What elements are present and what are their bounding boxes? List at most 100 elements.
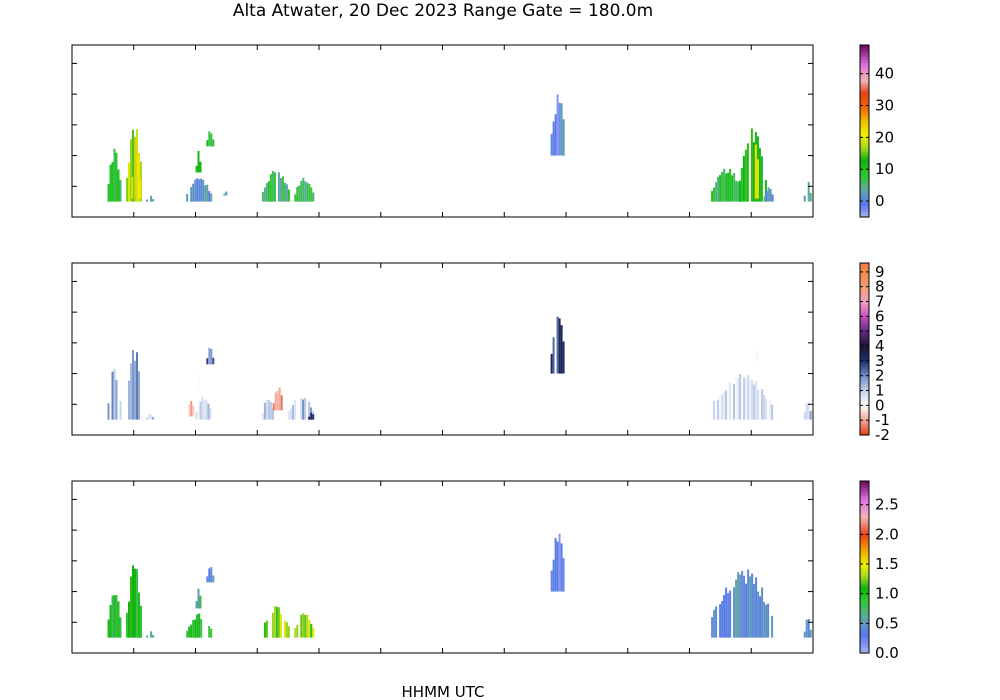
echo-column bbox=[206, 358, 209, 365]
echo-column bbox=[805, 619, 808, 638]
echo-column bbox=[727, 384, 730, 420]
colorbar-segment bbox=[860, 76, 869, 80]
echo-column bbox=[195, 601, 198, 609]
echo-column bbox=[807, 619, 810, 638]
echo-column bbox=[729, 169, 732, 202]
echo-column bbox=[312, 192, 315, 202]
echo-column bbox=[204, 185, 207, 202]
echo-column bbox=[550, 353, 553, 374]
colorbar: 0 10 20 30 40 bbox=[859, 44, 894, 218]
echo-column bbox=[208, 626, 211, 638]
echo-column bbox=[285, 622, 288, 638]
colorbar-segment bbox=[860, 142, 869, 146]
plot-area bbox=[72, 45, 813, 217]
echo-column bbox=[721, 394, 724, 420]
echo-column bbox=[760, 156, 763, 202]
echo-column bbox=[261, 192, 264, 202]
colorbar-segment bbox=[860, 113, 869, 118]
echo-column bbox=[200, 178, 203, 202]
echo-column bbox=[210, 567, 213, 583]
colorbar-segment bbox=[860, 165, 869, 169]
echo-column bbox=[737, 181, 740, 202]
echo-column bbox=[738, 180, 741, 202]
echo-column bbox=[261, 413, 264, 420]
echo-column bbox=[550, 570, 553, 592]
colorbar-segment bbox=[860, 202, 869, 207]
echo-column bbox=[134, 136, 136, 202]
colorbar-segment bbox=[860, 199, 869, 204]
panel-3: 0.0 0.5 1.0 1.5 2.0 2.5 bbox=[71, 480, 899, 662]
colorbar-segment bbox=[860, 503, 869, 508]
echo-column bbox=[767, 187, 770, 202]
echo-column bbox=[113, 148, 116, 202]
colorbar-segment bbox=[860, 291, 869, 296]
echo-column bbox=[717, 176, 720, 202]
colorbar-segment bbox=[860, 501, 869, 505]
echo-column bbox=[130, 139, 132, 202]
echo-column bbox=[113, 369, 116, 420]
echo-column bbox=[304, 615, 307, 638]
echo-column bbox=[729, 383, 732, 420]
echo-column bbox=[312, 627, 315, 638]
colorbar-tick-label: 6 bbox=[875, 307, 885, 325]
colorbar-segment bbox=[860, 214, 869, 218]
colorbar-tick-label: 0 bbox=[875, 192, 885, 210]
colorbar-segment bbox=[860, 194, 869, 198]
echo-column bbox=[769, 400, 772, 420]
echo-column bbox=[735, 376, 738, 420]
echo-column bbox=[754, 144, 757, 199]
colorbar-segment bbox=[860, 420, 869, 425]
colorbar-segment bbox=[860, 139, 869, 144]
echo-column bbox=[723, 168, 726, 202]
colorbar-segment bbox=[860, 153, 869, 158]
echo-column bbox=[711, 617, 714, 638]
echo-column bbox=[137, 155, 140, 199]
echo-column bbox=[741, 385, 744, 420]
colorbar-segment bbox=[860, 171, 869, 175]
echo-column bbox=[765, 398, 768, 420]
echo-column bbox=[745, 583, 748, 638]
colorbar-segment bbox=[860, 638, 869, 643]
echo-column bbox=[274, 392, 277, 411]
colorbar-segment bbox=[860, 45, 869, 49]
echo-column bbox=[263, 187, 266, 202]
echo-column bbox=[767, 397, 770, 420]
echo-column bbox=[742, 156, 745, 202]
colorbar-segment bbox=[860, 297, 869, 301]
echo-column bbox=[552, 121, 555, 156]
echo-column bbox=[265, 183, 268, 202]
echo-column bbox=[272, 402, 275, 411]
echo-column bbox=[188, 626, 191, 638]
colorbar-segment bbox=[860, 532, 869, 537]
echo-column bbox=[192, 183, 195, 202]
colorbar-segment bbox=[860, 589, 869, 594]
colorbar-segment bbox=[860, 432, 869, 436]
echo-column bbox=[206, 140, 209, 147]
echo-column bbox=[308, 402, 311, 420]
colorbar-segment bbox=[860, 423, 869, 427]
colorbar-segment bbox=[860, 176, 869, 181]
echo-column bbox=[208, 131, 211, 147]
echo-column bbox=[138, 592, 140, 638]
echo-column bbox=[294, 628, 297, 638]
echo-column bbox=[197, 150, 200, 173]
colorbar-segment bbox=[860, 128, 869, 132]
colorbar-segment bbox=[860, 403, 869, 407]
colorbar-segment bbox=[860, 285, 869, 290]
echo-column bbox=[199, 595, 202, 609]
echo-column bbox=[771, 404, 774, 420]
echo-column bbox=[113, 595, 116, 638]
echo-column bbox=[271, 171, 274, 202]
echo-column bbox=[192, 405, 195, 417]
echo-column bbox=[107, 403, 110, 420]
colorbar-segment bbox=[860, 110, 869, 115]
echo-column bbox=[763, 601, 766, 638]
colorbar: 0.0 0.5 1.0 1.5 2.0 2.5 bbox=[859, 480, 899, 662]
colorbar-tick-label: 2.0 bbox=[875, 525, 899, 543]
echo-column bbox=[304, 397, 307, 420]
colorbar-segment bbox=[860, 99, 869, 103]
echo-column bbox=[208, 347, 211, 365]
